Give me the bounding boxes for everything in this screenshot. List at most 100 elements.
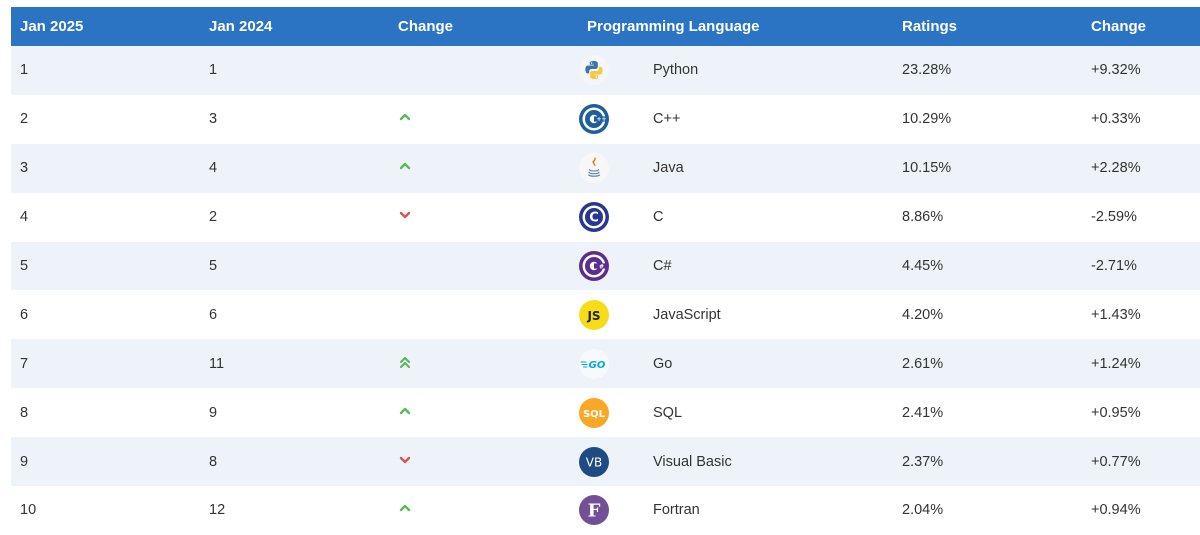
language-logo-cell: ++: [578, 95, 653, 144]
language-logo-cell: JS: [578, 290, 653, 339]
rank-change-cell: [389, 486, 578, 535]
table-row: 8 9 SQL SQL 2.41% +0.95%: [11, 388, 1200, 438]
language-name-cell[interactable]: Go: [653, 355, 673, 372]
language-logo-cell: VB: [578, 437, 653, 486]
rating-cell: 23.28%: [902, 62, 952, 79]
rating-cell: 10.29%: [902, 111, 952, 128]
language-name-cell[interactable]: C#: [653, 258, 672, 274]
language-logo-cell: SQL: [578, 388, 653, 437]
rank-change-cell: [389, 242, 578, 291]
svg-text:C: C: [589, 211, 599, 226]
rating-change-cell: +9.32%: [1091, 62, 1141, 79]
rating-change-cell: +0.33%: [1091, 111, 1141, 128]
rating-change-cell: +0.95%: [1091, 404, 1141, 421]
rank-change-cell: [389, 46, 578, 95]
rank-2024-cell: 9: [209, 404, 218, 421]
rating-change-cell: +1.43%: [1091, 306, 1141, 323]
rating-cell: 2.37%: [902, 453, 944, 470]
language-logo-cell: F: [578, 486, 653, 535]
header-ratings[interactable]: Ratings: [902, 18, 958, 35]
rating-change-cell: -2.71%: [1091, 258, 1137, 274]
language-name-cell[interactable]: JavaScript: [653, 306, 721, 323]
rank-2024-cell: 12: [209, 502, 226, 519]
arrow-up-icon: [398, 159, 412, 173]
language-name-cell[interactable]: Python: [653, 62, 699, 79]
table-header-row: Jan 2025 Jan 2024 Change Programming Lan…: [11, 7, 1200, 46]
python-logo-icon: [579, 55, 609, 86]
javascript-logo-icon: JS: [579, 299, 609, 330]
rank-change-cell: [389, 437, 578, 486]
svg-text:#: #: [599, 263, 604, 270]
language-logo-cell: C: [578, 193, 653, 242]
arrow-up-icon: [398, 110, 412, 124]
rank-2025-cell: 1: [20, 62, 29, 79]
table-row: 1 1 Python 23.28% +9.32%: [11, 46, 1200, 95]
rating-change-cell: +0.77%: [1091, 453, 1141, 470]
fortran-logo-icon: F: [579, 495, 609, 526]
language-name-cell[interactable]: Java: [653, 160, 684, 177]
svg-text:F: F: [588, 501, 601, 522]
header-jan-2025[interactable]: Jan 2025: [20, 18, 84, 35]
rank-change-cell: [389, 193, 578, 242]
go-logo-icon: GO: [579, 348, 609, 379]
rank-2025-cell: 9: [20, 453, 29, 470]
cpp-logo-icon: ++: [579, 104, 609, 135]
visual-basic-logo-icon: VB: [579, 446, 609, 477]
tiobe-index-table: Jan 2025 Jan 2024 Change Programming Lan…: [11, 7, 1200, 535]
language-logo-cell: #: [578, 242, 653, 291]
language-name-cell[interactable]: C++: [653, 111, 681, 128]
rating-change-cell: +2.28%: [1091, 160, 1141, 177]
rating-cell: 10.15%: [902, 160, 952, 177]
language-name-cell[interactable]: Fortran: [653, 502, 700, 519]
language-name-cell[interactable]: SQL: [653, 404, 683, 421]
rank-2025-cell: 3: [20, 160, 29, 177]
header-change-percent[interactable]: Change: [1091, 18, 1147, 35]
rank-2025-cell: 4: [20, 209, 29, 226]
rank-2025-cell: 5: [20, 258, 29, 274]
svg-text:GO: GO: [589, 360, 606, 371]
rank-change-cell: [389, 144, 578, 193]
rating-change-cell: +0.94%: [1091, 502, 1141, 519]
rating-cell: 2.61%: [902, 355, 944, 372]
rank-2025-cell: 6: [20, 306, 29, 323]
arrow-up-icon: [398, 404, 412, 418]
table-row: 3 4 Java 10.15% +2.28%: [11, 143, 1200, 193]
svg-text:JS: JS: [586, 309, 600, 323]
rating-change-cell: -2.59%: [1091, 209, 1137, 226]
table-row: 5 5 # C# 4.45% -2.71%: [11, 241, 1200, 291]
rank-2024-cell: 4: [209, 160, 218, 177]
header-change[interactable]: Change: [398, 18, 454, 35]
table-row: 4 2 C C 8.86% -2.59%: [11, 192, 1200, 242]
header-jan-2024[interactable]: Jan 2024: [209, 18, 273, 35]
rating-cell: 8.86%: [902, 209, 944, 226]
rank-change-cell: [389, 95, 578, 144]
language-name-cell[interactable]: C: [653, 209, 664, 226]
language-logo-cell: [578, 46, 653, 95]
rank-2024-cell: 2: [209, 209, 218, 226]
table-row: 7 11 GO Go 2.61% +1.24%: [11, 339, 1200, 389]
sql-logo-icon: SQL: [579, 397, 609, 428]
double-arrow-up-icon: [398, 355, 412, 369]
svg-text:++: ++: [596, 117, 606, 124]
rank-2024-cell: 6: [209, 306, 218, 323]
csharp-logo-icon: #: [579, 251, 609, 281]
rating-change-cell: +1.24%: [1091, 355, 1141, 372]
rank-2024-cell: 3: [209, 111, 218, 128]
rank-change-cell: [389, 339, 578, 388]
rank-change-cell: [389, 290, 578, 339]
language-name-cell[interactable]: Visual Basic: [653, 453, 732, 470]
table-row: 10 12 F Fortran 2.04% +0.94%: [11, 486, 1200, 535]
java-logo-icon: [579, 153, 609, 184]
language-logo-cell: [578, 144, 653, 193]
header-programming-language[interactable]: Programming Language: [587, 18, 760, 35]
table-row: 6 6 JS JavaScript 4.20% +1.43%: [11, 290, 1200, 340]
rank-2024-cell: 5: [209, 258, 218, 274]
rating-cell: 4.45%: [902, 258, 944, 274]
table-row: 9 8 VB Visual Basic 2.37% +0.77%: [11, 437, 1200, 487]
rank-2025-cell: 8: [20, 404, 29, 421]
language-logo-cell: GO: [578, 339, 653, 388]
arrow-down-icon: [398, 453, 412, 467]
c-logo-icon: C: [579, 202, 609, 233]
rank-2024-cell: 8: [209, 453, 218, 470]
rating-cell: 2.04%: [902, 502, 944, 519]
